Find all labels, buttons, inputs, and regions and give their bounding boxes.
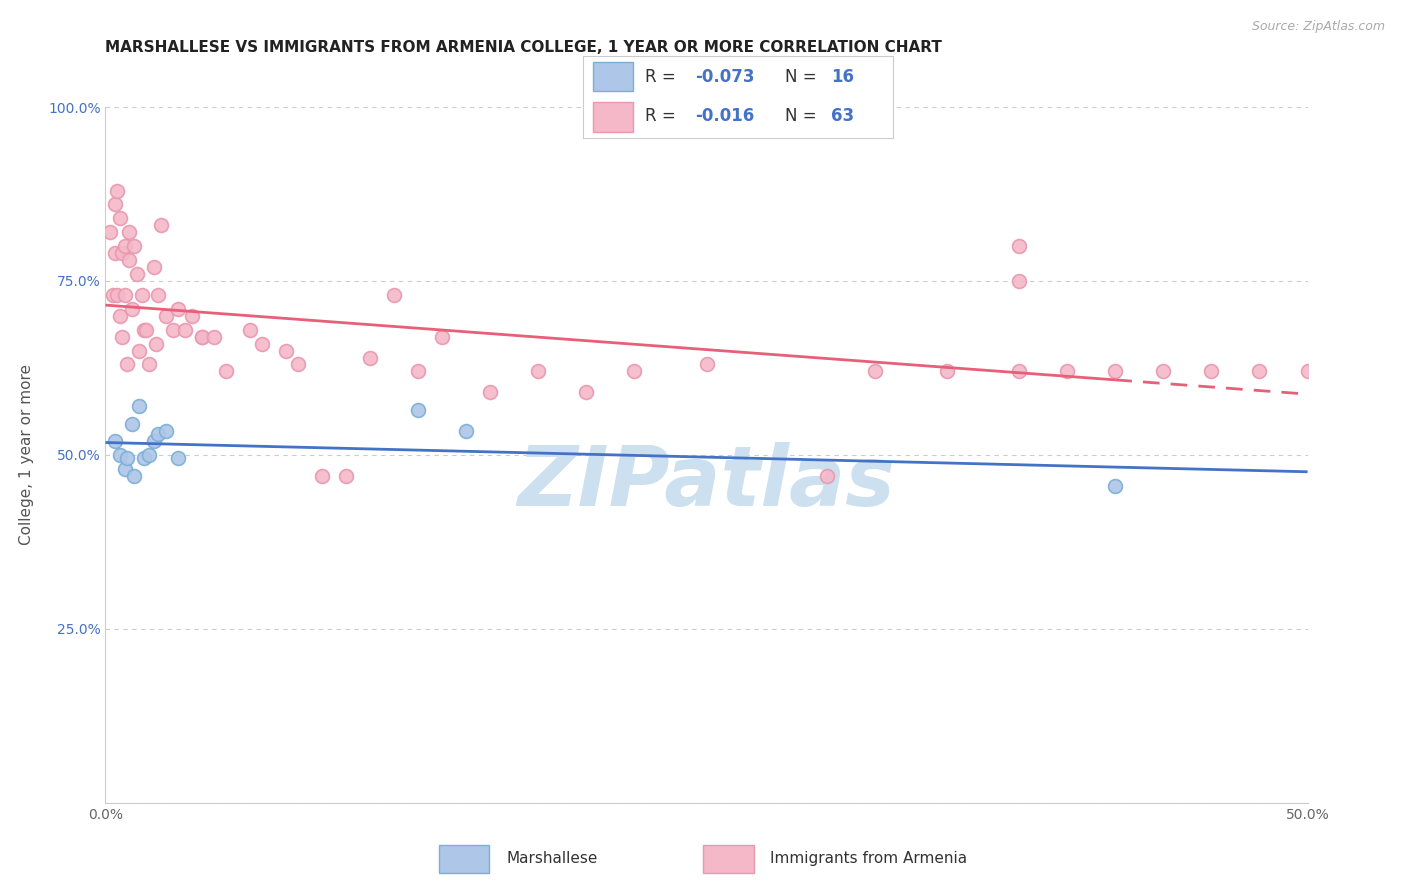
Point <box>138 448 160 462</box>
Point <box>166 451 188 466</box>
Point <box>114 239 136 253</box>
Point <box>250 336 273 351</box>
Point <box>406 364 429 378</box>
Point <box>121 301 143 316</box>
Text: 16: 16 <box>831 68 853 86</box>
Text: R =: R = <box>645 107 682 125</box>
Text: -0.073: -0.073 <box>695 68 755 86</box>
Point <box>936 364 959 378</box>
Point <box>181 309 204 323</box>
Point <box>479 385 502 400</box>
Point <box>145 336 167 351</box>
Point <box>1008 274 1031 288</box>
Point <box>124 468 146 483</box>
Point <box>104 434 127 448</box>
Point <box>128 399 150 413</box>
Text: -0.016: -0.016 <box>695 107 754 125</box>
Point <box>1249 364 1271 378</box>
Point <box>696 358 718 372</box>
Point <box>382 288 405 302</box>
Point <box>575 385 598 400</box>
Point <box>335 468 357 483</box>
Text: N =: N = <box>785 68 821 86</box>
Point <box>1296 364 1319 378</box>
Bar <box>439 845 489 873</box>
Point <box>1104 479 1126 493</box>
Point <box>162 323 184 337</box>
Point <box>132 451 155 466</box>
Point <box>202 329 225 343</box>
Point <box>148 427 170 442</box>
Point <box>118 253 141 268</box>
Point <box>115 358 138 372</box>
Point <box>359 351 381 365</box>
Point <box>121 417 143 431</box>
Point <box>108 309 131 323</box>
Point <box>166 301 188 316</box>
Point <box>190 329 212 343</box>
Point <box>430 329 453 343</box>
Text: Source: ZipAtlas.com: Source: ZipAtlas.com <box>1251 20 1385 33</box>
Point <box>125 267 148 281</box>
Point <box>108 448 131 462</box>
Point <box>128 343 150 358</box>
Text: ZIPatlas: ZIPatlas <box>517 442 896 524</box>
Point <box>173 323 195 337</box>
Point <box>454 424 477 438</box>
Point <box>138 358 160 372</box>
Bar <box>593 62 633 92</box>
Point <box>101 288 124 302</box>
Point <box>104 197 127 211</box>
Point <box>863 364 886 378</box>
Text: MARSHALLESE VS IMMIGRANTS FROM ARMENIA COLLEGE, 1 YEAR OR MORE CORRELATION CHART: MARSHALLESE VS IMMIGRANTS FROM ARMENIA C… <box>105 40 942 55</box>
Point <box>1201 364 1223 378</box>
Text: Immigrants from Armenia: Immigrants from Armenia <box>770 851 967 865</box>
Point <box>1008 239 1031 253</box>
Point <box>1056 364 1078 378</box>
Point <box>623 364 645 378</box>
Point <box>149 219 172 233</box>
Point <box>124 239 146 253</box>
Point <box>131 288 153 302</box>
Point <box>1104 364 1126 378</box>
Point <box>1008 364 1031 378</box>
Point <box>155 424 177 438</box>
Point <box>107 288 129 302</box>
Text: Marshallese: Marshallese <box>506 851 598 865</box>
Point <box>311 468 333 483</box>
Text: N =: N = <box>785 107 821 125</box>
Point <box>98 225 121 239</box>
Point <box>114 288 136 302</box>
Point <box>115 451 138 466</box>
Point <box>111 329 134 343</box>
Point <box>287 358 309 372</box>
Point <box>132 323 155 337</box>
Point <box>155 309 177 323</box>
Point <box>114 462 136 476</box>
Point <box>111 246 134 260</box>
Point <box>104 246 127 260</box>
Point <box>239 323 262 337</box>
Point <box>274 343 297 358</box>
Point <box>815 468 838 483</box>
Point <box>527 364 550 378</box>
Text: R =: R = <box>645 68 682 86</box>
Point <box>214 364 236 378</box>
Point <box>142 434 165 448</box>
Point <box>190 329 212 343</box>
Point <box>107 184 129 198</box>
Bar <box>593 103 633 132</box>
Point <box>148 288 170 302</box>
Bar <box>703 845 754 873</box>
Point <box>108 211 131 226</box>
Point <box>142 260 165 274</box>
Point <box>135 323 157 337</box>
Point <box>1152 364 1174 378</box>
Y-axis label: College, 1 year or more: College, 1 year or more <box>20 365 34 545</box>
Point <box>118 225 141 239</box>
Point <box>406 402 429 417</box>
Text: 63: 63 <box>831 107 853 125</box>
